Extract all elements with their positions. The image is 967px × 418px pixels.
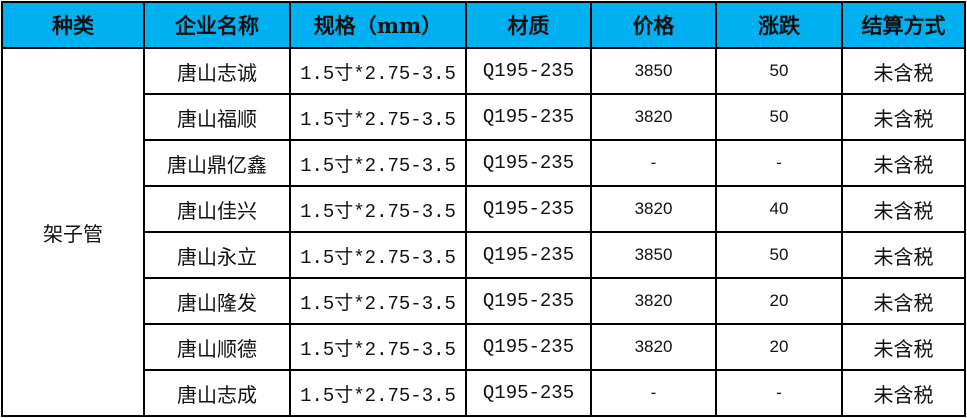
company-cell: 唐山顺德 <box>143 323 291 371</box>
settlement-cell: 未含税 <box>841 323 966 371</box>
material-cell: Q195-235 <box>465 369 592 417</box>
material-cell: Q195-235 <box>465 93 592 141</box>
column-header: 结算方式 <box>841 1 966 49</box>
column-header: 企业名称 <box>143 1 291 49</box>
spec-cell: 1.5寸*2.75-3.5 <box>289 47 467 95</box>
material-cell: Q195-235 <box>465 231 592 279</box>
company-cell: 唐山佳兴 <box>143 185 291 233</box>
column-header: 规格（mm） <box>289 1 467 49</box>
category-cell: 架子管 <box>1 47 145 417</box>
column-header: 材质 <box>465 1 592 49</box>
header-row: 种类 企业名称 规格（mm） 材质 价格 涨跌 结算方式 <box>1 1 966 49</box>
column-header: 种类 <box>1 1 145 49</box>
table-row: 唐山志成 1.5寸*2.75-3.5 Q195-235- - 未含税 <box>2 369 966 417</box>
settlement-cell: 未含税 <box>841 139 966 187</box>
material-cell: Q195-235 <box>465 139 592 187</box>
price-cell: 3820 <box>590 185 717 233</box>
material-cell: Q195-235 <box>465 323 592 371</box>
table-row: 唐山福顺 1.5寸*2.75-3.5 Q195-235 3820 50 未含税 <box>2 93 966 141</box>
company-cell: 唐山鼎亿鑫 <box>143 139 291 187</box>
company-cell: 唐山隆发 <box>143 277 291 325</box>
change-cell: 20 <box>715 323 843 371</box>
settlement-cell: 未含税 <box>841 277 966 325</box>
price-cell: 3850 <box>590 47 717 95</box>
company-cell: 唐山志成 <box>143 369 291 417</box>
change-cell: - <box>715 369 843 417</box>
spec-cell: 1.5寸*2.75-3.5 <box>289 277 467 325</box>
table-row: 唐山佳兴 1.5寸*2.75-3.5 Q195-235 3820 40 未含税 <box>2 185 966 233</box>
price-cell: 3820 <box>590 323 717 371</box>
price-cell: 3820 <box>590 277 717 325</box>
table-row: 唐山顺德 1.5寸*2.75-3.5 Q195-235 3820 20 未含税 <box>2 323 966 371</box>
column-header: 价格 <box>590 1 717 49</box>
price-cell: 3820 <box>590 93 717 141</box>
spec-cell: 1.5寸*2.75-3.5 <box>289 93 467 141</box>
settlement-cell: 未含税 <box>841 93 966 141</box>
spec-cell: 1.5寸*2.75-3.5 <box>289 323 467 371</box>
material-cell: Q195-235 <box>465 47 592 95</box>
spec-cell: 1.5寸*2.75-3.5 <box>289 139 467 187</box>
table-row: 唐山永立 1.5寸*2.75-3.5 Q195-235 3850 50 未含税 <box>2 231 966 279</box>
table-row: 唐山隆发 1.5寸*2.75-3.5 Q195-235 3820 20 未含税 <box>2 277 966 325</box>
change-cell: 50 <box>715 47 843 95</box>
table-row: 唐山鼎亿鑫 1.5寸*2.75-3.5 Q195-235- - 未含税 <box>2 139 966 187</box>
company-cell: 唐山永立 <box>143 231 291 279</box>
price-cell: 3850 <box>590 231 717 279</box>
settlement-cell: 未含税 <box>841 231 966 279</box>
column-header: 涨跌 <box>715 1 843 49</box>
settlement-cell: 未含税 <box>841 185 966 233</box>
table-body: 架子管 唐山志诚 1.5寸*2.75-3.5 Q195-235 3850 50 未含税 唐山福… <box>1 47 966 417</box>
change-cell: 50 <box>715 93 843 141</box>
settlement-cell: 未含税 <box>841 47 966 95</box>
company-cell: 唐山志诚 <box>143 47 291 95</box>
change-cell: - <box>715 139 843 187</box>
table-row: 架子管 唐山志诚 1.5寸*2.75-3.5 Q195-235 3850 50 未含税 <box>1 47 966 417</box>
change-cell: 50 <box>715 231 843 279</box>
material-cell: Q195-235 <box>465 185 592 233</box>
spec-cell: 1.5寸*2.75-3.5 <box>289 369 467 417</box>
spec-cell: 1.5寸*2.75-3.5 <box>289 231 467 279</box>
change-cell: 40 <box>715 185 843 233</box>
company-cell: 唐山福顺 <box>143 93 291 141</box>
material-cell: Q195-235 <box>465 277 592 325</box>
spec-cell: 1.5寸*2.75-3.5 <box>289 185 467 233</box>
change-cell: 20 <box>715 277 843 325</box>
price-cell: - <box>590 139 717 187</box>
settlement-cell: 未含税 <box>841 369 966 417</box>
price-cell: - <box>590 369 717 417</box>
